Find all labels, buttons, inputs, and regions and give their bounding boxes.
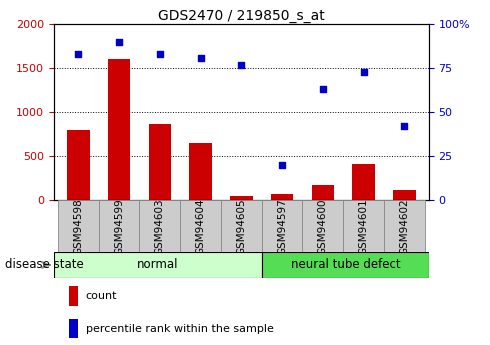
Point <box>74 51 82 57</box>
Bar <box>189 143 212 200</box>
Point <box>400 124 408 129</box>
Bar <box>108 59 130 200</box>
Text: GSM94602: GSM94602 <box>399 198 409 255</box>
Text: GSM94600: GSM94600 <box>318 199 328 255</box>
Text: GSM94598: GSM94598 <box>74 198 83 255</box>
Text: percentile rank within the sample: percentile rank within the sample <box>86 324 273 334</box>
Point <box>115 39 123 45</box>
Bar <box>312 185 334 200</box>
Text: GSM94605: GSM94605 <box>236 198 246 255</box>
FancyBboxPatch shape <box>221 200 262 254</box>
Text: GSM94597: GSM94597 <box>277 198 287 255</box>
Text: GSM94604: GSM94604 <box>196 198 206 255</box>
Point <box>156 51 164 57</box>
Bar <box>230 196 252 200</box>
Title: GDS2470 / 219850_s_at: GDS2470 / 219850_s_at <box>158 9 325 23</box>
FancyBboxPatch shape <box>58 200 98 254</box>
Bar <box>67 130 90 200</box>
Point <box>319 87 327 92</box>
Point <box>196 55 204 60</box>
Text: normal: normal <box>137 258 179 271</box>
Bar <box>69 286 78 306</box>
FancyBboxPatch shape <box>343 200 384 254</box>
FancyBboxPatch shape <box>384 200 425 254</box>
Point <box>238 62 245 67</box>
FancyBboxPatch shape <box>98 200 140 254</box>
Bar <box>148 125 171 200</box>
FancyBboxPatch shape <box>262 252 429 278</box>
FancyBboxPatch shape <box>302 200 343 254</box>
Point <box>360 69 368 75</box>
FancyBboxPatch shape <box>54 252 262 278</box>
Bar <box>352 164 375 200</box>
Bar <box>69 319 78 338</box>
FancyBboxPatch shape <box>180 200 221 254</box>
Text: disease state: disease state <box>5 258 84 272</box>
FancyBboxPatch shape <box>262 200 302 254</box>
Text: GSM94603: GSM94603 <box>155 198 165 255</box>
Text: count: count <box>86 291 117 301</box>
Text: GSM94599: GSM94599 <box>114 198 124 255</box>
Text: GSM94601: GSM94601 <box>359 198 368 255</box>
Text: neural tube defect: neural tube defect <box>291 258 400 271</box>
Bar <box>393 190 416 200</box>
Bar <box>271 194 294 200</box>
FancyBboxPatch shape <box>140 200 180 254</box>
Point <box>278 162 286 168</box>
